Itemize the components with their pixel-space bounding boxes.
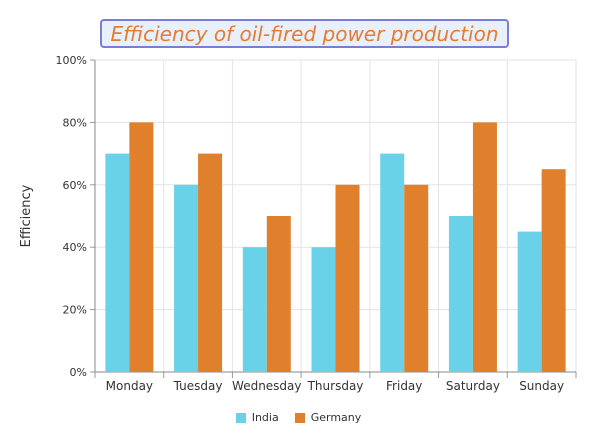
bar-india-tuesday [174, 184, 199, 372]
bar-india-saturday [448, 216, 473, 372]
y-tick-label: 20% [63, 304, 87, 317]
x-tick-label: Tuesday [173, 379, 223, 393]
y-tick-label: 80% [63, 116, 87, 129]
x-tick-label: Sunday [519, 379, 564, 393]
legend-swatch-india [235, 412, 246, 423]
bar-germany-saturday [472, 122, 497, 373]
y-axis-title: Efficiency [19, 184, 34, 247]
y-tick-label: 60% [63, 179, 87, 192]
x-tick-label: Thursday [307, 379, 364, 393]
legend-label-india: India [251, 411, 279, 424]
bar-germany-tuesday [198, 153, 223, 372]
bar-germany-monday [129, 122, 154, 373]
legend-item-germany[interactable]: Germany [294, 411, 362, 424]
x-tick-label: Saturday [446, 379, 500, 393]
bar-germany-sunday [541, 169, 566, 372]
legend: India Germany [0, 411, 597, 424]
y-tick-label: 40% [63, 241, 87, 254]
bar-india-sunday [517, 231, 542, 372]
legend-swatch-germany [294, 412, 305, 423]
x-tick-label: Monday [106, 379, 153, 393]
chart-title: Efficiency of oil-fired power production [110, 21, 499, 46]
bar-germany-wednesday [266, 216, 291, 372]
bar-germany-thursday [335, 184, 360, 372]
x-tick-label: Wednesday [232, 379, 301, 393]
legend-label-germany: Germany [310, 411, 362, 424]
bar-india-thursday [311, 247, 336, 372]
bar-india-friday [380, 153, 405, 372]
y-tick-label: 0% [70, 366, 87, 379]
x-tick-label: Friday [386, 379, 422, 393]
bar-india-wednesday [242, 247, 267, 372]
legend-item-india[interactable]: India [235, 411, 279, 424]
bar-india-monday [105, 153, 130, 372]
chart-title-box: Efficiency of oil-fired power production [100, 19, 509, 48]
bar-germany-friday [404, 184, 429, 372]
y-tick-label: 100% [56, 54, 87, 67]
